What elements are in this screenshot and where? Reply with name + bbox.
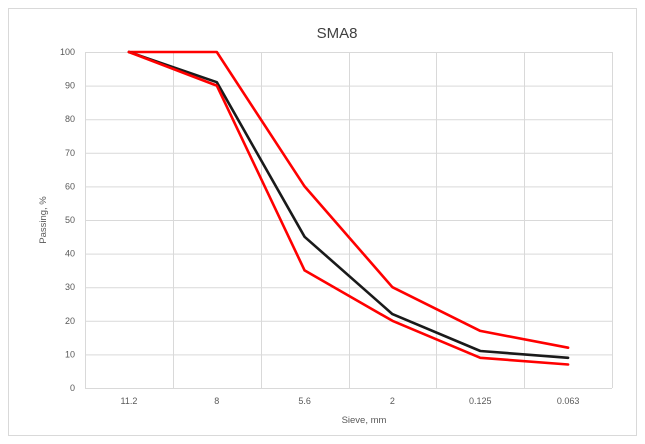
y-tick-label: 80 — [65, 114, 75, 124]
x-tick-label: 11.2 — [120, 396, 137, 406]
x-tick-labels: 11.2 8 5.6 2 0.125 0.063 — [120, 396, 579, 406]
y-tick-label: 0 — [70, 383, 75, 393]
series-lines — [127, 50, 570, 366]
y-tick-labels: 0 10 20 30 40 50 60 70 80 90 100 — [60, 47, 75, 393]
y-tick-label: 20 — [65, 316, 75, 326]
chart-border — [8, 8, 637, 436]
y-tick-label: 70 — [65, 148, 75, 158]
x-tick-label: 2 — [390, 396, 395, 406]
y-tick-label: 60 — [65, 181, 75, 191]
x-tick-label: 0.063 — [557, 396, 580, 406]
y-tick-label: 100 — [60, 47, 75, 57]
series-line-3 — [127, 50, 570, 366]
y-axis-label: Passing, % — [38, 196, 49, 244]
x-tick-label: 8 — [214, 396, 219, 406]
y-tick-label: 90 — [65, 81, 75, 91]
x-tick-label: 0.125 — [469, 396, 492, 406]
series-line-2 — [127, 50, 570, 360]
chart-title: SMA8 — [317, 25, 358, 42]
x-axis-label: Sieve, mm — [342, 415, 387, 426]
y-tick-label: 10 — [65, 349, 75, 359]
series-line-1 — [127, 50, 570, 350]
y-tick-label: 30 — [65, 282, 75, 292]
x-tick-label: 5.6 — [298, 396, 311, 406]
y-tick-label: 50 — [65, 215, 75, 225]
y-tick-label: 40 — [65, 249, 75, 259]
